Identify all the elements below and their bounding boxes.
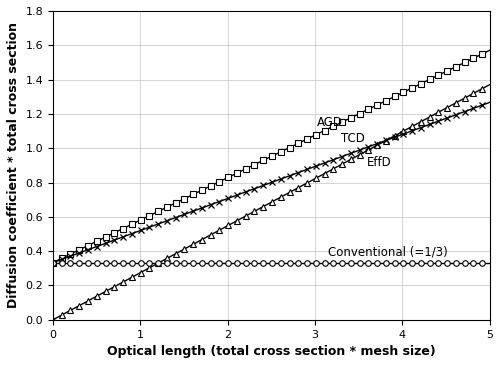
Text: TCD: TCD — [341, 132, 365, 145]
Y-axis label: Diffusion coefficient * total cross section: Diffusion coefficient * total cross sect… — [7, 22, 20, 308]
X-axis label: Optical length (total cross section * mesh size): Optical length (total cross section * me… — [107, 345, 436, 358]
Text: AGD: AGD — [316, 116, 342, 129]
Text: EffD: EffD — [368, 156, 392, 169]
Text: Conventional (=1/3): Conventional (=1/3) — [328, 246, 448, 259]
